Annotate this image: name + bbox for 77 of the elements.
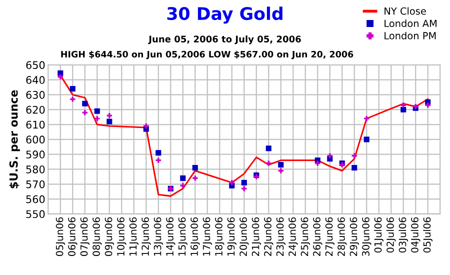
x-tick-label: 28Jun06: [338, 217, 347, 256]
y-tick-label: 570: [26, 180, 45, 188]
x-tick-label: 30Jun06: [362, 217, 372, 256]
x-tick-label: 13Jun06: [154, 217, 164, 256]
x-tick-label: 22Jun06: [264, 217, 274, 256]
point: [278, 162, 284, 168]
y-tick-label: 630: [26, 90, 45, 99]
point: [58, 74, 63, 80]
point: [352, 164, 358, 171]
y-tick-label: 640: [26, 76, 45, 84]
point: [241, 180, 247, 186]
x-tick-label: 09Jun06: [104, 217, 114, 256]
x-tick-label: 12Jun06: [142, 217, 151, 256]
x-tick-label: 26Jun06: [313, 217, 322, 256]
x-tick-label: 27Jun06: [325, 217, 334, 256]
y-tick-label: 610: [26, 120, 45, 129]
x-tick-label: 15Jun06: [178, 217, 188, 256]
y-tick-label: 620: [26, 106, 45, 114]
y-tick-label: 560: [26, 195, 45, 204]
point: [278, 168, 284, 174]
point: [180, 175, 186, 181]
point: [70, 96, 76, 102]
x-tick-label: 11Jun06: [129, 217, 139, 256]
chart-subtitle: June 05, 2006 to July 05, 2006: [148, 35, 301, 44]
x-tick-label: 14Jun06: [166, 217, 176, 256]
point: [106, 118, 112, 124]
point: [94, 108, 100, 114]
x-tick-label: 23Jun06: [276, 217, 286, 256]
point: [156, 158, 161, 163]
point: [192, 164, 198, 171]
y-tick-label: 550: [26, 210, 45, 218]
x-tick-label: 04Jul06: [410, 217, 420, 253]
chart-title: 30 Day Gold: [167, 6, 282, 24]
point: [266, 160, 272, 166]
y-tick-label: 600: [26, 136, 45, 144]
point: [242, 186, 247, 192]
x-tick-label: 05Jul06: [423, 217, 432, 253]
point: [82, 110, 88, 116]
x-tick-label: 21Jun06: [252, 217, 261, 256]
point: [364, 116, 370, 122]
x-tick-label: 07Jun06: [80, 217, 90, 256]
point: [156, 150, 162, 156]
x-tick-label: 02Jul06: [386, 217, 396, 253]
text: HIGH $644.50 on Jun 05,2006 LOW $567.00 on Jun 20, 2006: [61, 50, 354, 60]
y-tick-label: 650: [26, 61, 45, 70]
x-tick-label: 08Jun06: [92, 217, 102, 256]
legend-label: NY Close: [384, 7, 426, 15]
x-tick-label: 10Jun06: [117, 217, 126, 256]
x-tick-label: 25Jun06: [300, 217, 310, 256]
x-tick-label: 18Jun06: [215, 217, 224, 256]
x-tick-label: 01Jul06: [374, 217, 384, 253]
point: [327, 153, 332, 158]
point: [364, 136, 370, 142]
point: [192, 176, 198, 181]
x-tick-label: 06Jun06: [68, 217, 78, 256]
x-tick-label: 19Jun06: [227, 217, 237, 256]
point: [70, 86, 76, 92]
y-axis-title: $U.S. per ounce: [9, 90, 20, 188]
x-tick-label: 17Jun06: [202, 217, 212, 256]
x-tick-label: 05Jun06: [56, 217, 66, 256]
point: [144, 123, 149, 129]
x-tick-label: 16Jun06: [190, 217, 200, 256]
x-tick-label: 24Jun06: [288, 217, 298, 256]
x-tick-label: 29Jun06: [350, 217, 359, 256]
legend-label: London PM: [384, 32, 436, 40]
point: [400, 106, 406, 112]
point: [266, 146, 272, 152]
x-tick-label: 03Jul06: [398, 217, 408, 253]
x-tick-label: 20Jun06: [240, 217, 249, 256]
point: [82, 100, 88, 106]
point: [315, 160, 320, 166]
point: [106, 112, 112, 118]
y-tick-label: 590: [26, 150, 45, 158]
y-tick-label: 580: [26, 165, 45, 174]
point: [94, 116, 100, 122]
point: [352, 153, 357, 158]
legend-label: London AM: [384, 20, 436, 28]
